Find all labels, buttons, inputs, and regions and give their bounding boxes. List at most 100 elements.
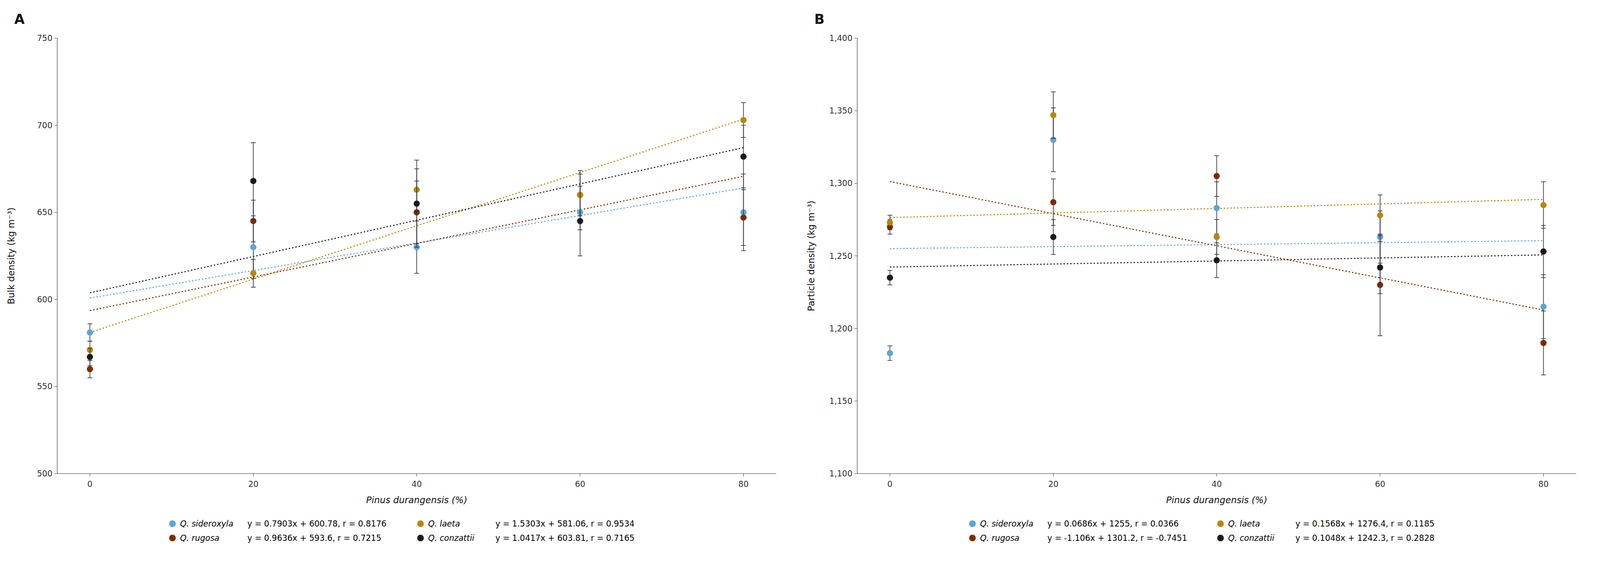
y-tick — [854, 473, 858, 475]
y-tick — [854, 110, 858, 112]
legend-label: Q. rugosa — [980, 533, 1020, 543]
legend-label: Q. conzattii — [1228, 533, 1275, 543]
y-tick-label: 500 — [37, 468, 53, 479]
x-tick — [889, 473, 891, 477]
x-tick-label: 40 — [411, 479, 423, 489]
error-bar-cap — [1377, 293, 1383, 294]
error-bar-cap — [741, 102, 747, 103]
legend-equation: y = 0.9636x + 593.6, r = 0.7215 — [247, 533, 382, 543]
error-bar-cap — [741, 250, 747, 251]
y-axis-line — [56, 38, 58, 474]
point — [1213, 173, 1220, 180]
point — [1213, 257, 1220, 264]
y-tick — [854, 400, 858, 402]
y-tick — [54, 212, 58, 213]
point — [886, 350, 894, 357]
x-tick-label: 80 — [1538, 479, 1549, 489]
panel-title: B — [814, 11, 825, 28]
point — [1540, 201, 1547, 208]
y-tick — [854, 38, 858, 39]
panel-title: A — [14, 11, 25, 28]
y-tick-label: 600 — [37, 294, 53, 305]
x-tick — [1053, 473, 1054, 477]
point — [740, 214, 747, 221]
legend-label: Q. rugosa — [180, 533, 220, 543]
point — [413, 200, 420, 207]
error-bar-cap — [741, 187, 747, 188]
error-bar-cap — [1377, 194, 1383, 196]
point — [1050, 233, 1057, 240]
legend-swatch — [1217, 534, 1225, 542]
error-bar-cap — [577, 186, 583, 187]
point — [1540, 340, 1547, 347]
error-bar-cap — [1541, 277, 1547, 278]
error-bar-cap — [1214, 219, 1220, 220]
error-bar-cap — [1377, 335, 1383, 336]
point — [1540, 248, 1547, 255]
error-bar-cap — [87, 377, 93, 378]
y-tick — [54, 473, 58, 475]
point — [250, 177, 257, 185]
y-tick — [854, 183, 858, 184]
point — [886, 219, 894, 226]
point — [740, 153, 747, 160]
y-tick-label: 1,350 — [829, 105, 853, 116]
error-bar-cap — [1541, 225, 1547, 226]
point — [1213, 205, 1220, 212]
y-tick — [54, 386, 58, 387]
point — [1213, 233, 1220, 240]
y-tick — [54, 299, 58, 300]
error-bar-cap — [741, 245, 747, 246]
legend-swatch — [169, 520, 177, 528]
legend-equation: y = 0.1568x + 1276.4, r = 0.1185 — [1295, 519, 1435, 529]
chart-root: A020406080500550600650700750Pinus durang… — [0, 0, 1600, 569]
point — [886, 274, 894, 281]
error-bar-cap — [87, 341, 93, 342]
error-bar-cap — [250, 259, 256, 260]
error-bar-cap — [1214, 155, 1220, 156]
x-tick-label: 60 — [574, 479, 586, 489]
legend-equation: y = 1.0417x + 603.81, r = 0.7165 — [495, 533, 635, 543]
y-tick — [54, 124, 58, 126]
y-tick — [854, 255, 858, 257]
legend-label: Q. sideroxyla — [180, 519, 234, 529]
y-tick-label: 1,150 — [829, 396, 853, 406]
point — [1050, 112, 1057, 119]
y-tick-label: 750 — [37, 33, 53, 43]
x-tick-label: 80 — [738, 479, 749, 489]
y-axis-label: Particle density (kg m⁻³) — [805, 200, 817, 312]
error-bar-cap — [250, 142, 256, 143]
legend: Q. sideroxylay = 0.7903x + 600.78, r = 0… — [169, 519, 635, 543]
x-tick — [89, 473, 91, 477]
error-bar-cap — [1377, 235, 1383, 236]
error-bar-cap — [1541, 310, 1547, 312]
error-bar-cap — [250, 218, 256, 220]
y-axis-label: Bulk density (kg m⁻³) — [5, 207, 17, 305]
error-bar-cap — [1541, 181, 1547, 183]
error-bar-cap — [1050, 178, 1056, 180]
point — [86, 329, 94, 336]
error-bar-cap — [250, 287, 256, 288]
x-tick — [743, 473, 744, 477]
y-tick-label: 1,250 — [829, 251, 853, 261]
x-tick-label: 20 — [248, 479, 259, 489]
error-bar-cap — [577, 170, 583, 171]
point — [740, 116, 747, 124]
trend-line — [890, 181, 1544, 311]
error-bar-cap — [87, 365, 93, 366]
x-tick — [1380, 473, 1381, 477]
error-bar-cap — [887, 360, 893, 361]
error-bar-cap — [87, 347, 93, 349]
point — [250, 244, 257, 251]
error-bar-cap — [414, 159, 420, 161]
error-bar-cap — [87, 341, 93, 342]
panel: B0204060801,1001,1501,2001,2501,3001,350… — [805, 11, 1577, 543]
legend-label: Q. laeta — [1228, 519, 1261, 529]
legend: Q. sideroxylay = 0.0686x + 1255, r = 0.0… — [969, 519, 1435, 543]
legend-equation: y = 1.5303x + 581.06, r = 0.9534 — [495, 519, 635, 529]
error-bar-cap — [250, 241, 256, 243]
legend-swatch — [969, 520, 977, 528]
y-tick-label: 1,300 — [829, 178, 853, 188]
error-bar-cap — [1050, 219, 1056, 220]
error-bar-cap — [1050, 171, 1056, 172]
